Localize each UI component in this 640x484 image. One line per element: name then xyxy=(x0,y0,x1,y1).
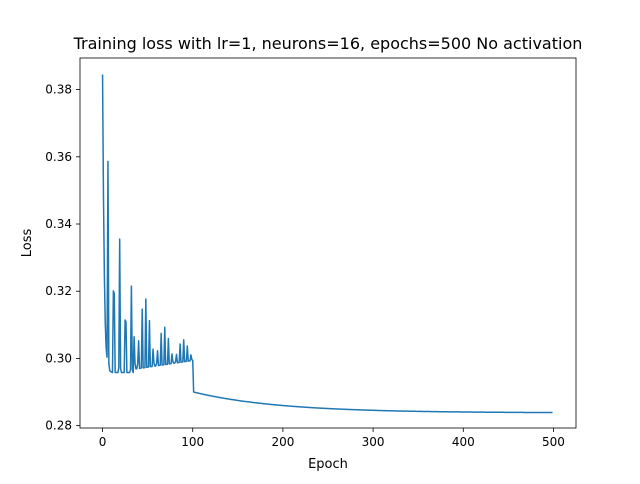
y-tick-label: 0.38 xyxy=(45,83,72,97)
x-tick-label: 100 xyxy=(181,435,204,449)
x-tick-label: 200 xyxy=(271,435,294,449)
y-tick-label: 0.30 xyxy=(45,351,72,365)
plot-frame xyxy=(79,57,577,429)
x-tick-label: 500 xyxy=(542,435,565,449)
x-tick-label: 300 xyxy=(362,435,385,449)
y-tick-label: 0.28 xyxy=(45,419,72,433)
x-tick-label: 0 xyxy=(99,435,107,449)
x-tick-label: 400 xyxy=(452,435,475,449)
x-axis-label: Epoch xyxy=(308,457,348,472)
loss-series-line xyxy=(101,74,553,414)
y-tick-label: 0.36 xyxy=(45,150,72,164)
chart-title: Training loss with lr=1, neurons=16, epo… xyxy=(73,34,583,53)
y-axis-label: Loss xyxy=(20,229,35,258)
y-tick-label: 0.34 xyxy=(45,217,72,231)
y-tick-label: 0.32 xyxy=(45,284,72,298)
